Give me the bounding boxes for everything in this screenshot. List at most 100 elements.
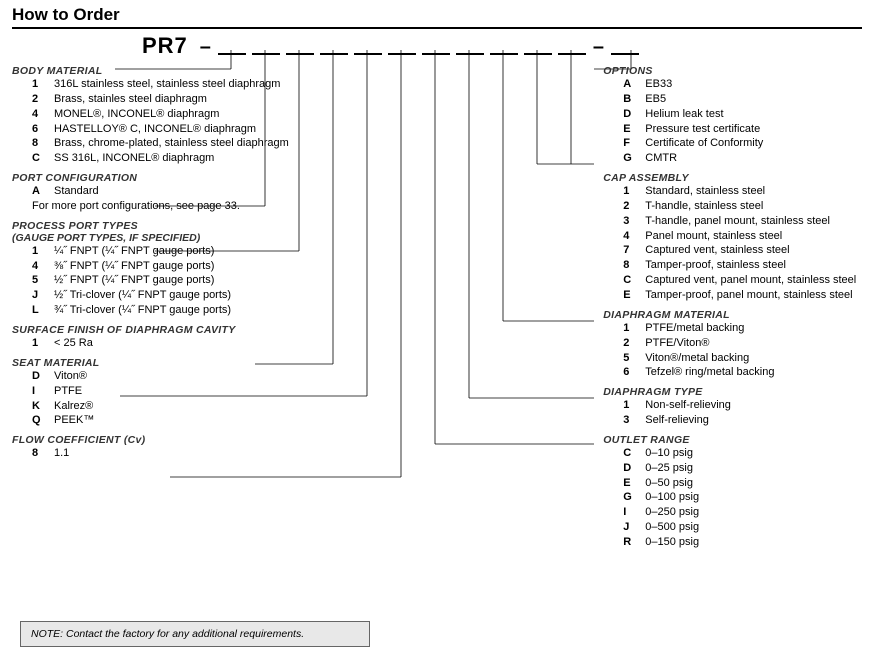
section-title: SEAT MATERIAL	[12, 357, 100, 369]
option-desc: MONEL®, INCONEL® diaphragm	[54, 107, 433, 122]
option-row: BEB5	[623, 92, 858, 107]
left-column: BODY MATERIAL1316L stainless steel, stai…	[12, 65, 433, 556]
option-desc: Captured vent, panel mount, stainless st…	[645, 273, 858, 288]
option-code: D	[623, 461, 645, 476]
right-section-4: OUTLET RANGEC0–10 psigD0–25 psigE0–50 ps…	[603, 434, 858, 550]
option-code: E	[623, 476, 645, 491]
option-desc: PTFE/metal backing	[645, 321, 858, 336]
option-desc: < 25 Ra	[54, 336, 433, 351]
option-row: C0–10 psig	[623, 446, 858, 461]
section-title: DIAPHRAGM TYPE	[603, 386, 702, 398]
section-title: OPTIONS	[603, 65, 652, 77]
option-code: 5	[32, 273, 54, 288]
option-code: B	[623, 92, 645, 107]
option-row: 4⅜˝ FNPT (¼˝ FNPT gauge ports)	[32, 259, 433, 274]
option-code: E	[623, 122, 645, 137]
dash: –	[200, 36, 211, 59]
option-code: R	[623, 535, 645, 550]
slot-2	[252, 37, 280, 55]
option-row: ETamper-proof, panel mount, stainless st…	[623, 288, 858, 303]
option-row: 7Captured vent, stainless steel	[623, 243, 858, 258]
option-row: L¾˝ Tri-clover (¼˝ FNPT gauge ports)	[32, 303, 433, 318]
option-code: 1	[32, 244, 54, 259]
slot-4	[320, 37, 348, 55]
option-code: J	[32, 288, 54, 303]
option-code: 4	[32, 107, 54, 122]
option-code: K	[32, 399, 54, 414]
option-code: 4	[623, 229, 645, 244]
option-row: CSS 316L, INCONEL® diaphragm	[32, 151, 433, 166]
option-row: 1Standard, stainless steel	[623, 184, 858, 199]
option-row: I0–250 psig	[623, 505, 858, 520]
option-row: 1PTFE/metal backing	[623, 321, 858, 336]
option-desc: ¼˝ FNPT (¼˝ FNPT gauge ports)	[54, 244, 433, 259]
section-title: FLOW COEFFICIENT (Cv)	[12, 434, 145, 446]
option-row: J0–500 psig	[623, 520, 858, 535]
option-desc: 0–100 psig	[645, 490, 858, 505]
option-desc: PEEK™	[54, 413, 433, 428]
option-code: 8	[32, 446, 54, 461]
option-row: 6HASTELLOY® C, INCONEL® diaphragm	[32, 122, 433, 137]
option-desc: 0–25 psig	[645, 461, 858, 476]
option-code: 8	[623, 258, 645, 273]
option-row: 1¼˝ FNPT (¼˝ FNPT gauge ports)	[32, 244, 433, 259]
option-row: E0–50 psig	[623, 476, 858, 491]
option-code: I	[623, 505, 645, 520]
left-section-0: BODY MATERIAL1316L stainless steel, stai…	[12, 65, 433, 166]
option-row: R0–150 psig	[623, 535, 858, 550]
option-row: FCertificate of Conformity	[623, 136, 858, 151]
option-code: 1	[32, 336, 54, 351]
slot-3	[286, 37, 314, 55]
option-desc: PTFE	[54, 384, 433, 399]
part-prefix: PR7	[142, 33, 188, 59]
option-row: 8Brass, chrome-plated, stainless steel d…	[32, 136, 433, 151]
option-row: 4Panel mount, stainless steel	[623, 229, 858, 244]
option-desc: Self-relieving	[645, 413, 858, 428]
right-section-3: DIAPHRAGM TYPE1Non-self-relieving3Self-r…	[603, 386, 858, 428]
option-row: IPTFE	[32, 384, 433, 399]
option-desc: T-handle, panel mount, stainless steel	[645, 214, 858, 229]
slot-10	[524, 37, 552, 55]
right-section-0: OPTIONSAEB33BEB5DHelium leak testEPressu…	[603, 65, 858, 166]
left-section-1: PORT CONFIGURATIONAStandardFor more port…	[12, 172, 433, 214]
option-code: 2	[623, 336, 645, 351]
section-title: OUTLET RANGE	[603, 434, 689, 446]
option-desc: ½˝ Tri-clover (¼˝ FNPT gauge ports)	[54, 288, 433, 303]
option-desc: Kalrez®	[54, 399, 433, 414]
option-code: 8	[32, 136, 54, 151]
option-code: 1	[623, 398, 645, 413]
section-title: BODY MATERIAL	[12, 65, 102, 77]
section-note: For more port configurations, see page 3…	[12, 199, 433, 214]
slot-8	[456, 37, 484, 55]
section-title: SURFACE FINISH OF DIAPHRAGM CAVITY	[12, 324, 236, 336]
option-desc: EB33	[645, 77, 858, 92]
option-row: 5½˝ FNPT (¼˝ FNPT gauge ports)	[32, 273, 433, 288]
option-code: C	[623, 446, 645, 461]
option-desc: PTFE/Viton®	[645, 336, 858, 351]
option-row: 8Tamper-proof, stainless steel	[623, 258, 858, 273]
option-desc: EB5	[645, 92, 858, 107]
option-code: E	[623, 288, 645, 303]
note-box: NOTE: Contact the factory for any additi…	[20, 621, 370, 647]
slot-1	[218, 37, 246, 55]
option-desc: Tefzel® ring/metal backing	[645, 365, 858, 380]
option-desc: 0–500 psig	[645, 520, 858, 535]
left-section-2: PROCESS PORT TYPES(GAUGE PORT TYPES, IF …	[12, 220, 433, 318]
option-row: KKalrez®	[32, 399, 433, 414]
option-desc: Viton®	[54, 369, 433, 384]
page-title: How to Order	[12, 5, 862, 29]
option-row: 2Brass, stainles steel diaphragm	[32, 92, 433, 107]
left-section-3: SURFACE FINISH OF DIAPHRAGM CAVITY1< 25 …	[12, 324, 433, 351]
option-desc: Tamper-proof, panel mount, stainless ste…	[645, 288, 858, 303]
option-row: CCaptured vent, panel mount, stainless s…	[623, 273, 858, 288]
option-row: 1Non-self-relieving	[623, 398, 858, 413]
slot-11	[558, 37, 586, 55]
option-code: 3	[623, 214, 645, 229]
slot-12	[611, 37, 639, 55]
option-desc: ⅜˝ FNPT (¼˝ FNPT gauge ports)	[54, 259, 433, 274]
option-desc: Viton®/metal backing	[645, 351, 858, 366]
section-title: PROCESS PORT TYPES	[12, 220, 138, 232]
option-row: 1316L stainless steel, stainless steel d…	[32, 77, 433, 92]
option-desc: Brass, stainles steel diaphragm	[54, 92, 433, 107]
part-number-row: PR7 – –	[142, 33, 858, 59]
